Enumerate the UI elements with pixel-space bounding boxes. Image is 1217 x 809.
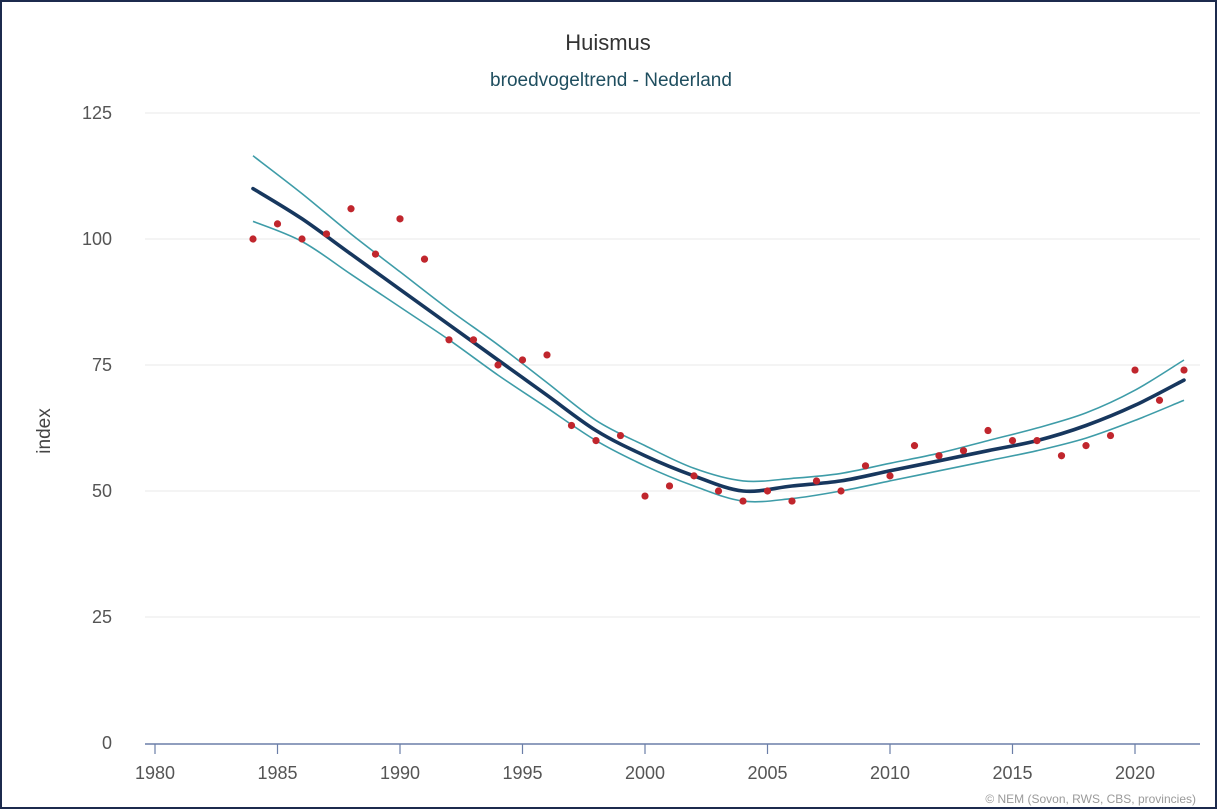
x-tick-label-2010: 2010 <box>870 763 910 783</box>
data-point-2001 <box>665 482 674 490</box>
data-point-1984 <box>249 235 257 243</box>
data-point-2012 <box>935 452 943 460</box>
x-tick-label-1995: 1995 <box>502 763 542 783</box>
data-point-2003 <box>714 487 723 495</box>
y-tick-label-75: 75 <box>92 355 112 375</box>
data-point-2017 <box>1057 452 1066 460</box>
data-point-1986 <box>298 235 306 243</box>
trend-line-group <box>251 186 1186 494</box>
x-tick-label-2020: 2020 <box>1115 763 1155 783</box>
data-point-1992 <box>445 336 453 344</box>
data-point-2000 <box>641 492 649 500</box>
data-point-2008 <box>837 487 845 495</box>
data-point-2014 <box>984 426 992 435</box>
trend-line <box>251 186 1186 494</box>
x-tick-label-2015: 2015 <box>992 763 1032 783</box>
data-point-2011 <box>910 442 919 450</box>
data-point-1995 <box>518 356 527 364</box>
data-point-2004 <box>739 497 747 505</box>
data-point-2005 <box>763 487 772 495</box>
x-tick-label-1990: 1990 <box>380 763 420 783</box>
chart-title: Huismus <box>565 30 651 55</box>
data-point-2018 <box>1082 442 1090 450</box>
x-tick-label-2005: 2005 <box>747 763 787 783</box>
data-point-2022 <box>1180 366 1188 374</box>
data-point-2007 <box>812 477 821 485</box>
x-tick-label-1980: 1980 <box>135 763 175 783</box>
data-point-2015 <box>1008 437 1017 445</box>
confidence-band <box>252 155 1185 503</box>
data-point-1996 <box>543 351 551 359</box>
data-point-2002 <box>690 472 698 480</box>
y-tick-label-25: 25 <box>92 607 112 627</box>
grid-lines <box>145 112 1200 618</box>
data-point-1999 <box>616 431 625 440</box>
data-point-1988 <box>347 205 355 213</box>
x-tick-label-1985: 1985 <box>257 763 297 783</box>
data-point-2016 <box>1033 437 1041 445</box>
chart-credit: © NEM (Sovon, RWS, CBS, provincies) <box>985 792 1196 806</box>
data-point-1991 <box>420 255 429 263</box>
x-tick-label-2000: 2000 <box>625 763 665 783</box>
data-point-2006 <box>788 497 796 505</box>
x-axis-ticks: 1980 1985 1990 1995 2000 2005 2010 2015 2020 <box>135 744 1155 783</box>
data-point-1989 <box>371 250 380 258</box>
y-tick-label-125: 125 <box>82 103 112 123</box>
y-axis-title: index <box>34 408 55 454</box>
data-point-1990 <box>396 215 404 223</box>
data-point-2013 <box>959 447 968 455</box>
data-point-1998 <box>592 437 600 445</box>
data-point-2020 <box>1131 366 1139 374</box>
lower-bound-line <box>252 220 1185 503</box>
y-tick-label-0: 0 <box>102 733 112 753</box>
data-point-2021 <box>1155 396 1164 404</box>
y-tick-label-50: 50 <box>92 481 112 501</box>
data-point-2009 <box>861 462 870 470</box>
y-tick-label-100: 100 <box>82 229 112 249</box>
data-point-1987 <box>322 230 331 238</box>
chart-subtitle: broedvogeltrend - Nederland <box>490 70 732 91</box>
data-points <box>249 205 1188 505</box>
data-point-1997 <box>567 421 576 430</box>
upper-bound-line <box>252 155 1185 483</box>
data-point-1993 <box>469 336 478 344</box>
y-axis-ticks: 0 25 50 75 100 125 <box>82 103 112 753</box>
data-point-1994 <box>494 361 502 369</box>
data-point-2010 <box>886 472 894 480</box>
data-point-2019 <box>1106 431 1115 440</box>
data-point-1985 <box>273 220 282 228</box>
